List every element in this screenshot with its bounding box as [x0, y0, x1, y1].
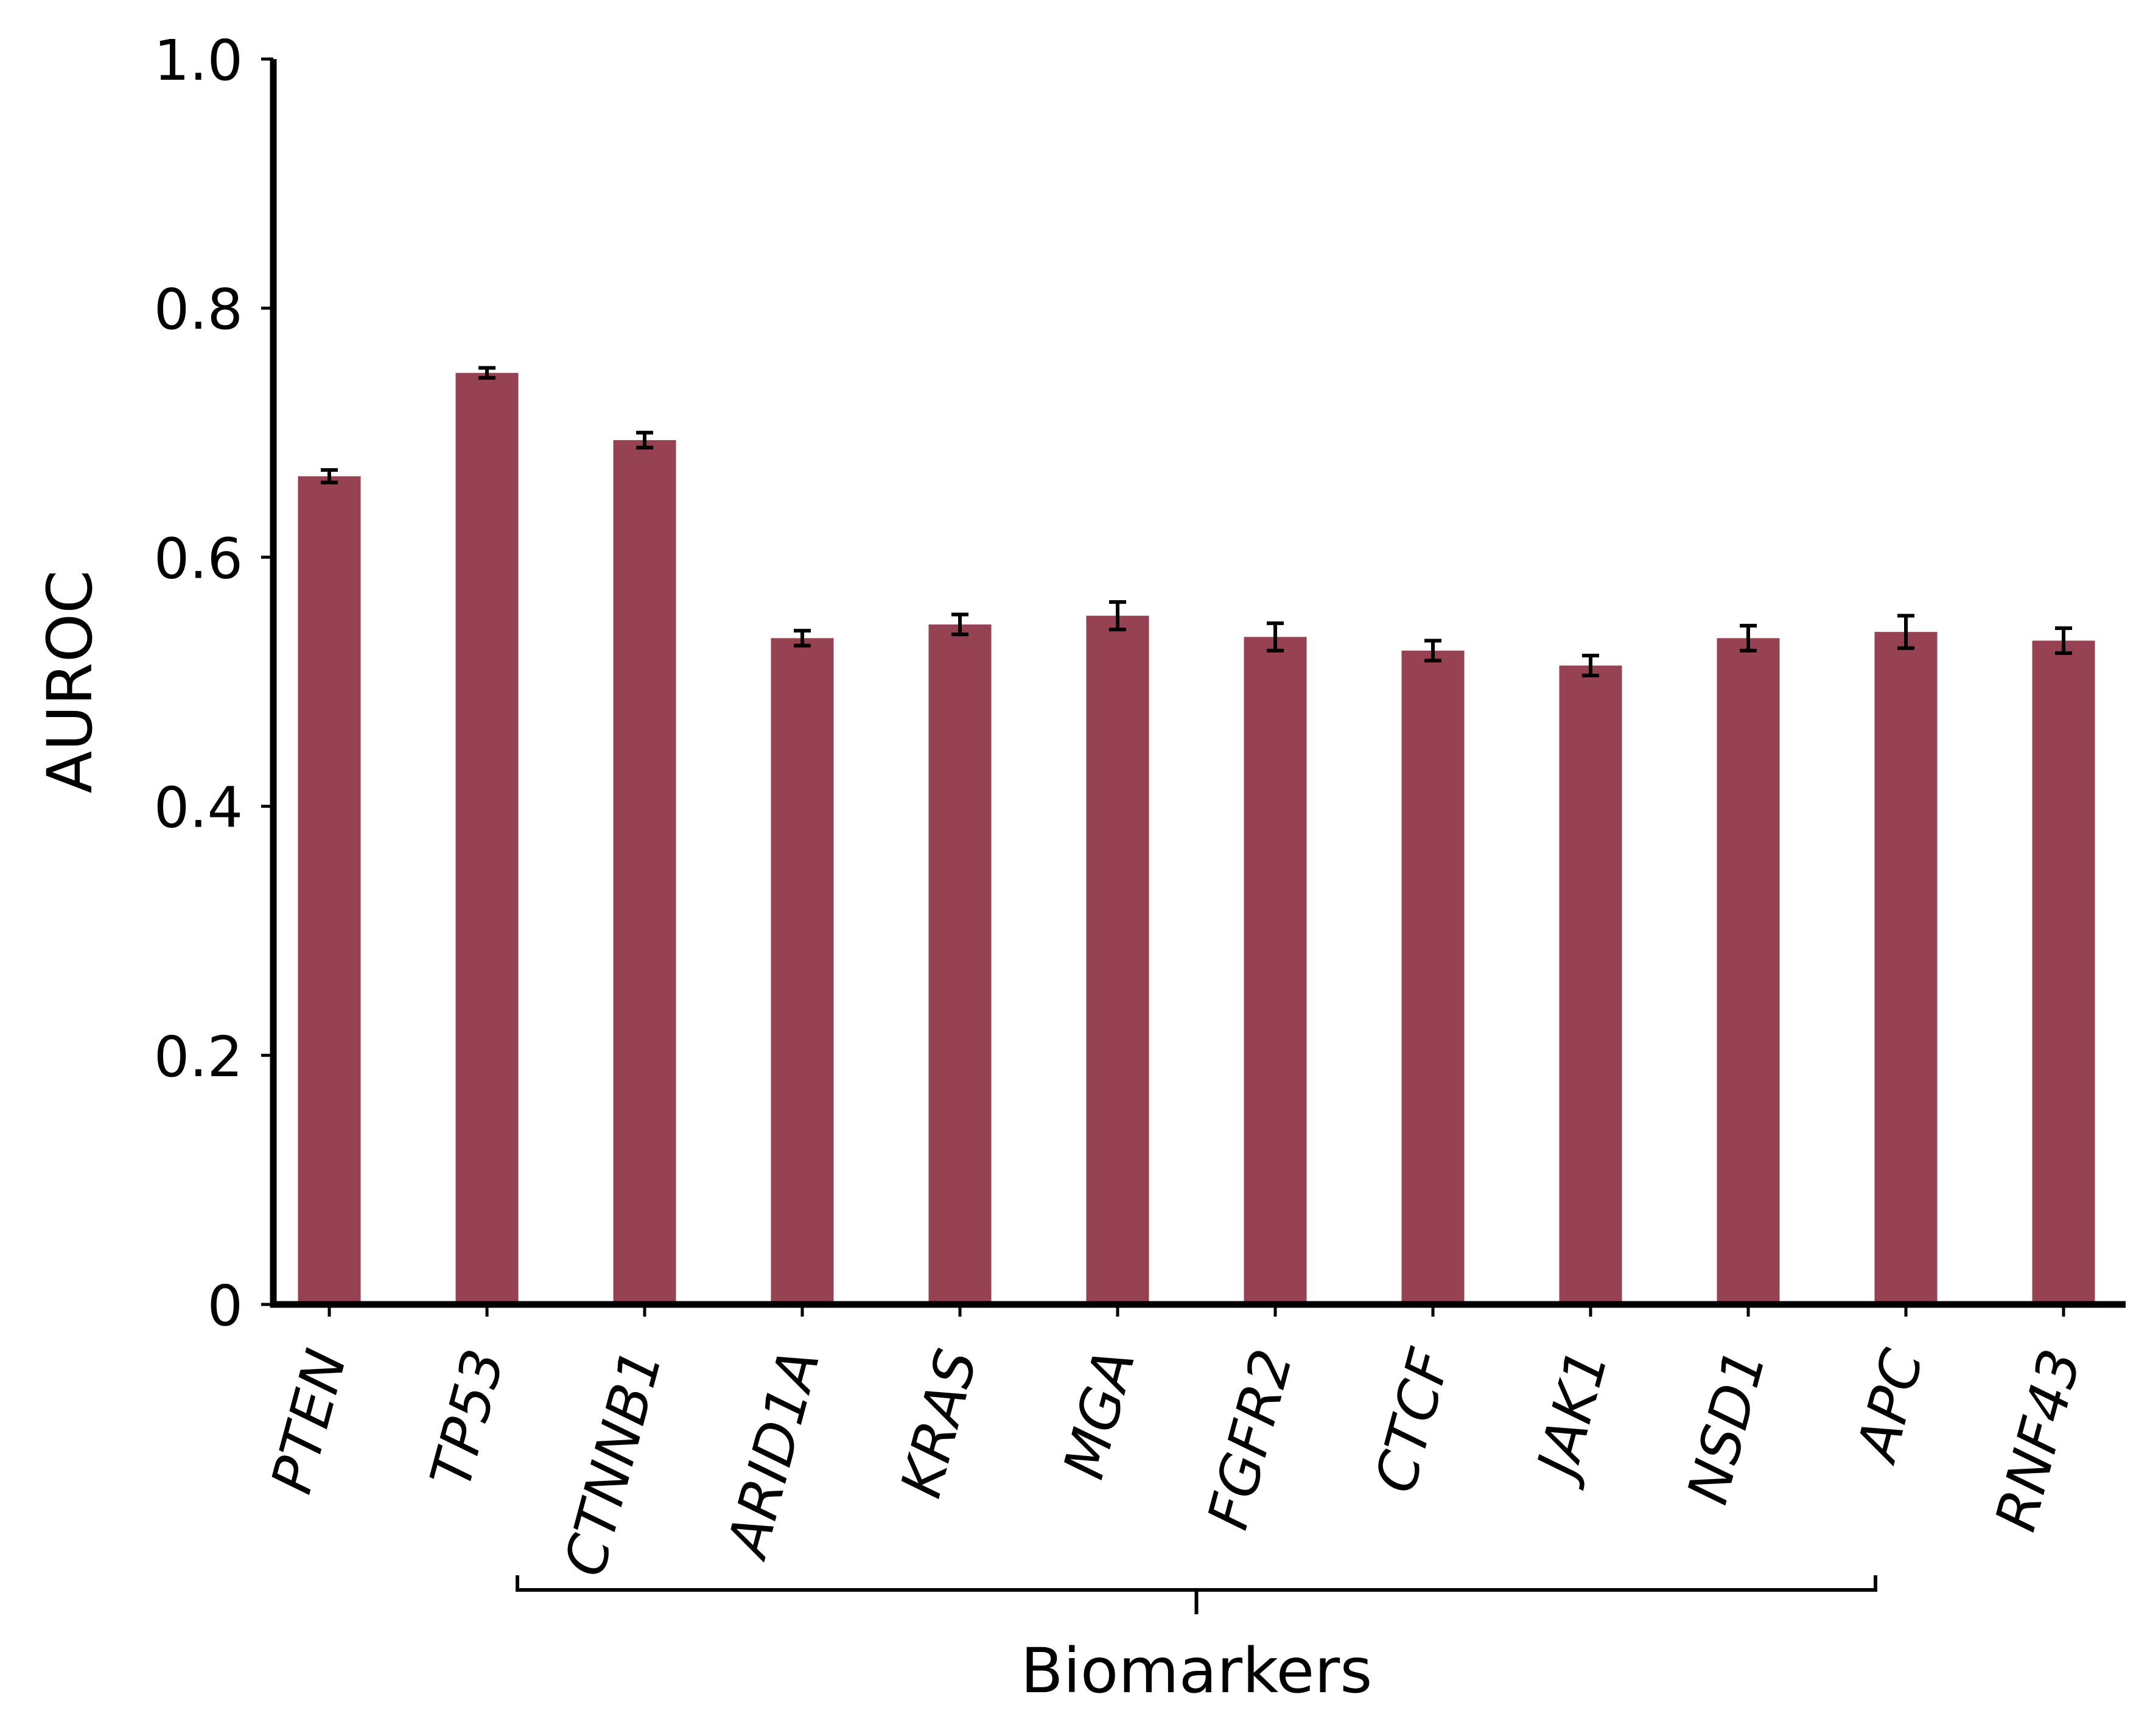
x-tick-label-jak1: JAK1: [1522, 1343, 1621, 1492]
x-axis-label: Biomarkers: [1021, 1635, 1373, 1707]
bar-ctnnb1: [613, 440, 676, 1305]
x-tick-label-rnf43: RNF43: [1983, 1343, 2094, 1538]
y-tick-label: 1.0: [154, 28, 243, 93]
x-tick-label-arid1a: ARID1A: [714, 1343, 832, 1566]
error-bar-nsd1: [1740, 623, 1757, 653]
x-tick-label-mga: MGA: [1051, 1343, 1148, 1485]
error-bar-rnf43: [2055, 626, 2072, 655]
bar-pten: [298, 476, 361, 1305]
x-ticks-group: PTEN TP53 CTNNB1 ARID1A KRAS MGA FGFR2 CTCF JAK1…: [259, 1304, 2093, 1583]
x-tick-label-pten: PTEN: [259, 1343, 359, 1500]
error-bar-kras: [951, 612, 968, 637]
error-bar-fgfr2: [1267, 621, 1284, 653]
x-tick-label-fgfr2: FGFR2: [1195, 1343, 1305, 1536]
error-bar-jak1: [1582, 654, 1599, 677]
y-tick-label: 0: [207, 1273, 243, 1339]
x-tick-label-tp53: TP53: [418, 1343, 517, 1494]
y-tick-label: 0.2: [154, 1024, 243, 1090]
bar-ctcf: [1401, 650, 1465, 1304]
x-tick-label-nsd1: NSD1: [1675, 1343, 1778, 1511]
bar-nsd1: [1717, 638, 1780, 1304]
x-tick-label-ctcf: CTCF: [1362, 1342, 1463, 1499]
y-tick-label: 0.4: [154, 775, 243, 841]
y-axis-label: AUROC: [34, 570, 107, 794]
error-bar-arid1a: [794, 629, 811, 648]
error-bar-tp53: [478, 366, 495, 380]
bar-tp53: [455, 373, 519, 1304]
x-tick-label-ctnnb1: CTNNB1: [552, 1343, 675, 1583]
x-tick-label-apc: APC: [1843, 1343, 1936, 1470]
x-tick-label-kras: KRAS: [888, 1343, 990, 1504]
bar-kras: [928, 624, 992, 1304]
error-bar-pten: [321, 468, 338, 485]
error-bar-ctcf: [1424, 639, 1441, 663]
bar-fgfr2: [1244, 637, 1307, 1304]
y-ticks-group: 0 0.2 0.4 0.6 0.8 1.0: [154, 28, 273, 1339]
error-bar-mga: [1109, 600, 1126, 632]
error-bar-ctnnb1: [636, 430, 653, 450]
error-bar-apc: [1897, 614, 1914, 650]
axes-group: [270, 59, 2126, 1308]
bar-jak1: [1559, 665, 1622, 1304]
bar-mga: [1086, 615, 1149, 1304]
category-bracket: [516, 1575, 1877, 1614]
bar-arid1a: [771, 638, 834, 1304]
bars-group: [298, 373, 2095, 1305]
y-tick-label: 0.6: [154, 526, 243, 591]
bar-apc: [1874, 632, 1938, 1304]
y-tick-label: 0.8: [154, 277, 243, 342]
bar-rnf43: [2032, 640, 2095, 1304]
error-bars-group: [321, 366, 2072, 677]
